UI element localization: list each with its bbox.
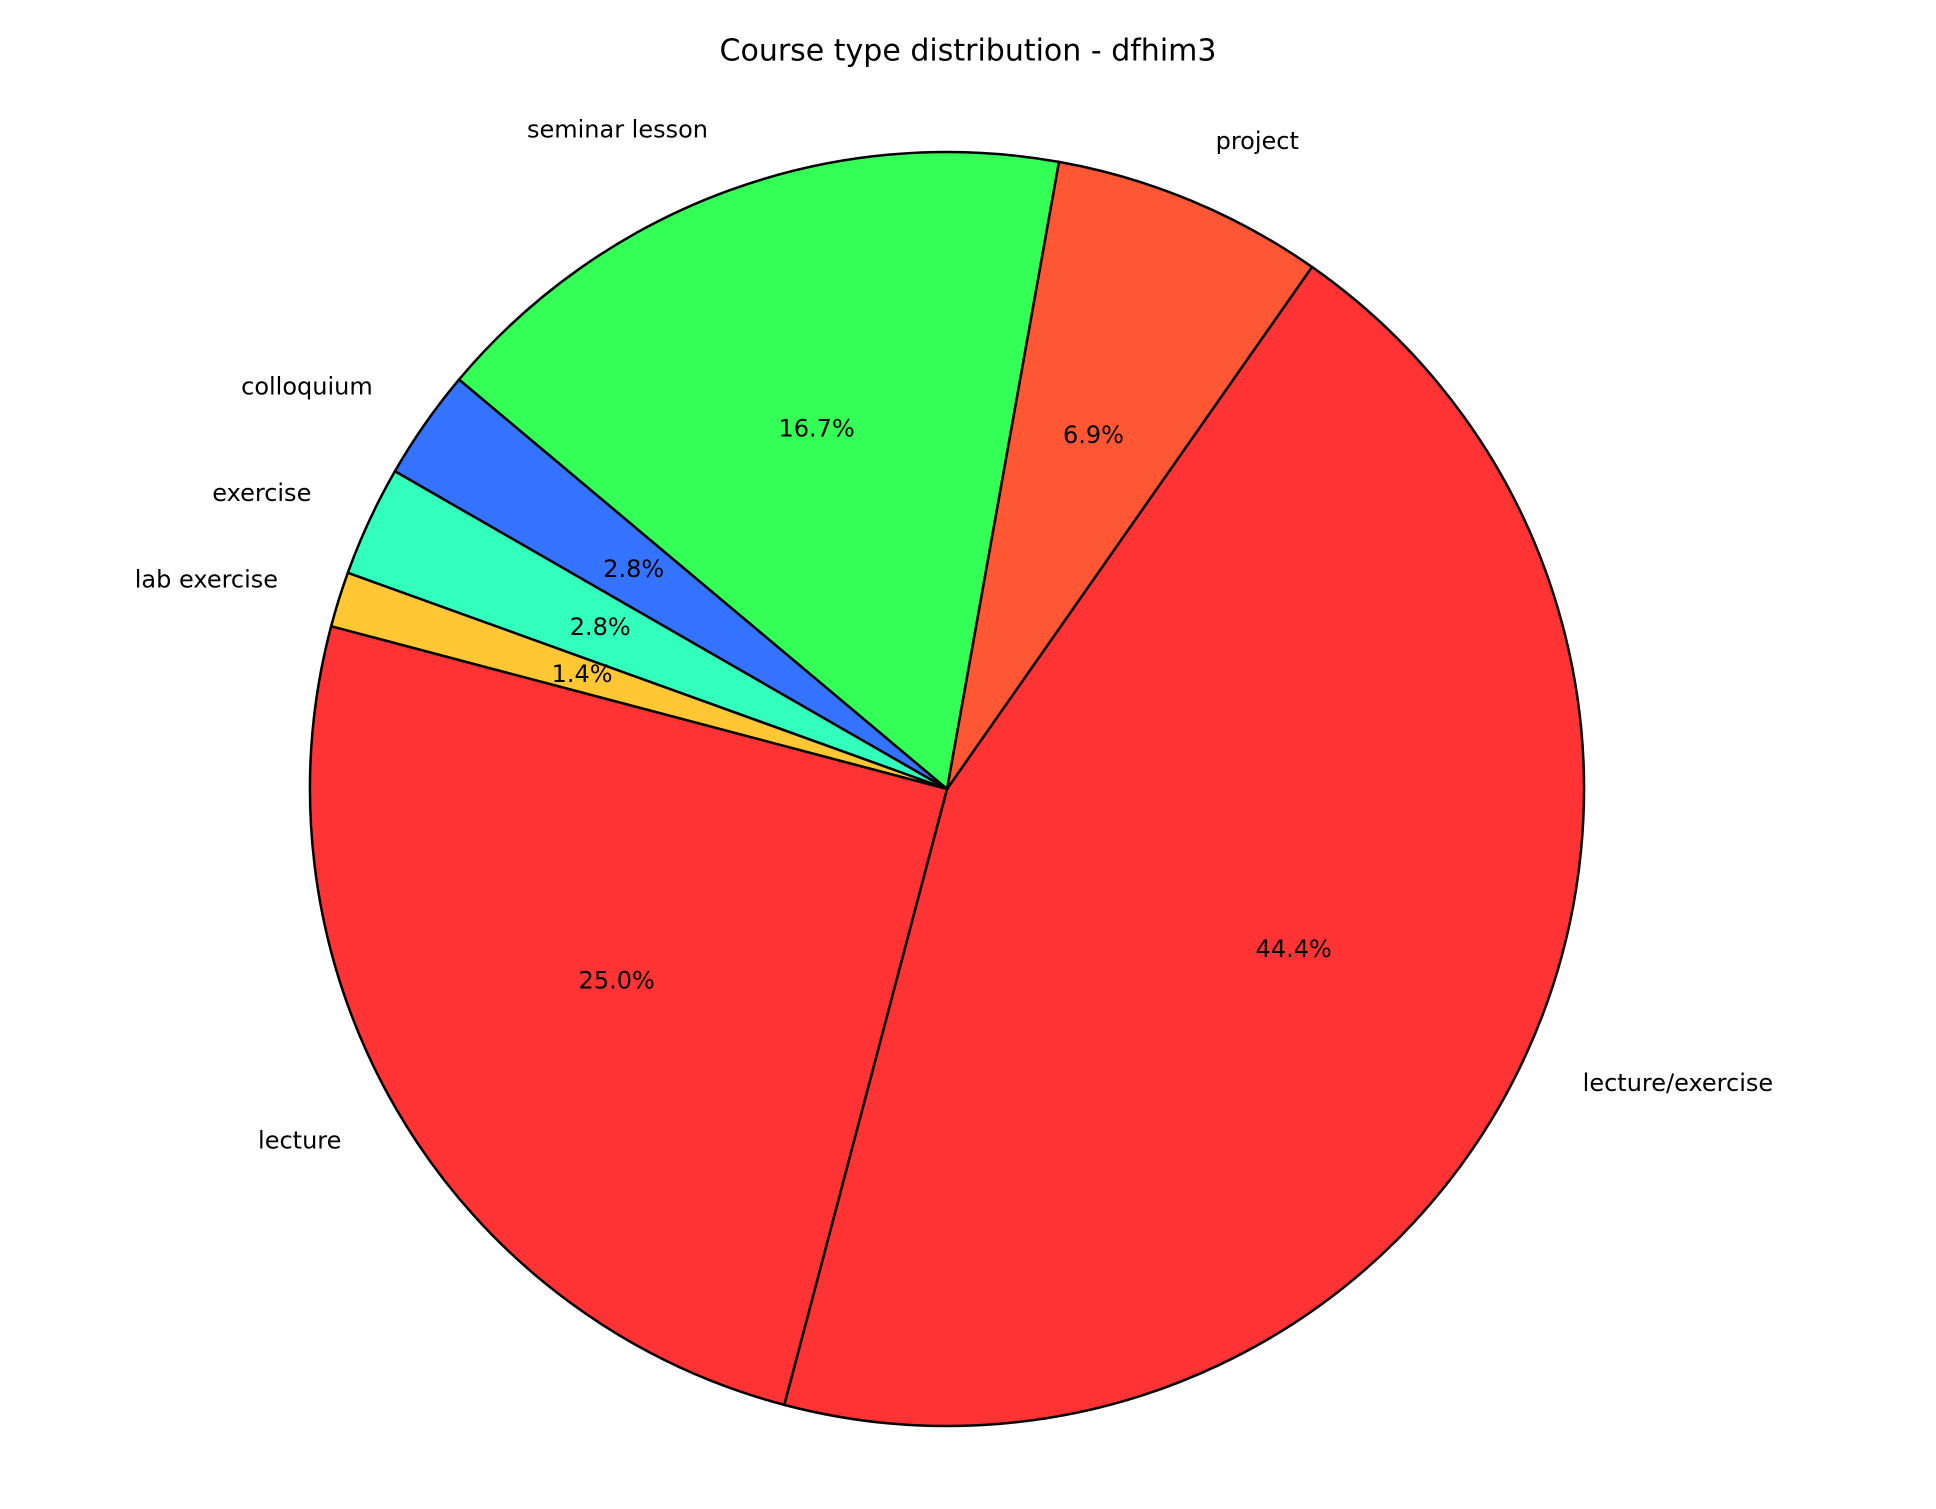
slice-label: colloquium [241,372,373,400]
pie-slice [308,625,949,1407]
pie-slice [457,150,1061,791]
value-label: 25.0% [579,966,655,994]
slice-label: seminar lesson [527,115,708,143]
value-label: 44.4% [1256,935,1332,963]
chart-title: Course type distribution - dfhim3 [720,34,1217,69]
pie-slice [783,265,1586,1428]
slice-label: project [1216,127,1299,155]
value-label: 16.7% [779,415,855,443]
slice-label: lab exercise [135,565,278,593]
value-label: 1.4% [552,660,613,688]
value-label: 2.8% [570,613,631,641]
value-label: 2.8% [603,555,664,583]
slice-label: exercise [212,479,311,507]
pie-slice [945,160,1314,791]
value-label: 6.9% [1063,421,1124,449]
slice-label: lecture/exercise [1583,1069,1774,1097]
slice-label: lecture [258,1126,341,1154]
